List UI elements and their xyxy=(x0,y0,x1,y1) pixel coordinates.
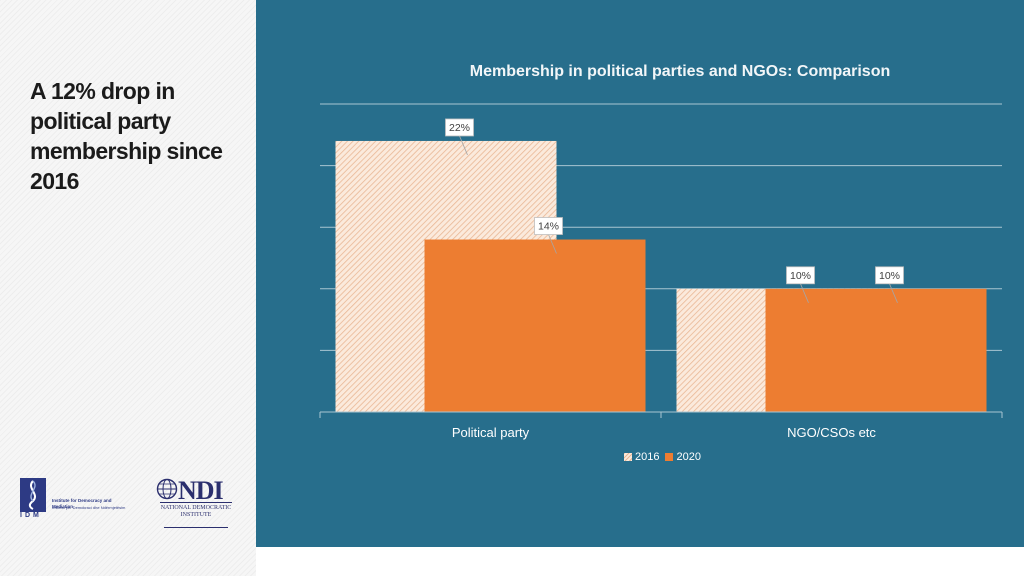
idm-logo-subname: Instituti për Demokraci dhe Ndërmjetësim xyxy=(52,505,126,510)
data-label-box xyxy=(786,266,815,285)
data-labels: 22% 14% 10% 10% xyxy=(445,118,904,303)
bar-chart: Political party NGO/CSOs etc 22% 14% 10% 10% xyxy=(319,103,1003,440)
legend-swatch-2020 xyxy=(665,453,674,461)
bar-2020 xyxy=(765,288,987,412)
legend-item-2020: 2020 xyxy=(665,451,701,463)
idm-logo-caption: IDM xyxy=(20,512,42,519)
x-axis: Political party NGO/CSOs etc xyxy=(319,411,1003,440)
chart-title: Membership in political parties and NGOs… xyxy=(469,63,891,80)
data-label-leader xyxy=(889,283,898,303)
data-label: 22% xyxy=(449,122,470,134)
data-label-leader xyxy=(459,135,468,156)
ndi-logo-full-name: NATIONAL DEMOCRATIC INSTITUTE xyxy=(160,505,232,518)
data-label: 10% xyxy=(790,270,811,282)
data-label-box xyxy=(875,266,904,285)
slide-headline: A 12% drop in political party membership… xyxy=(30,78,223,194)
chart-panel: Membership in political parties and NGOs… xyxy=(256,0,1024,547)
data-label-box xyxy=(534,217,563,235)
chart-legend: 2016 2020 xyxy=(624,451,701,463)
data-label-leader xyxy=(800,283,809,303)
data-label: 10% xyxy=(879,270,900,282)
data-label-box xyxy=(445,118,474,137)
x-tick-label: Political party xyxy=(452,425,530,440)
bars xyxy=(335,140,987,412)
idm-logo-name: Institute for Democracy and Mediation xyxy=(52,498,112,509)
data-label-leader xyxy=(548,234,557,254)
ndi-logo-mark: NDI xyxy=(178,476,224,505)
ndi-logo-rule-bottom xyxy=(164,527,228,528)
legend-label-2020: 2020 xyxy=(676,451,701,463)
ndi-logo-rule xyxy=(160,502,232,503)
globe-icon xyxy=(156,478,178,500)
legend-label-2016: 2016 xyxy=(635,451,660,463)
ndi-logo: NDI NATIONAL DEMOCRATIC INSTITUTE xyxy=(156,476,236,532)
left-panel: A 12% drop in political party membership… xyxy=(0,0,256,576)
legend-item-2016: 2016 xyxy=(624,451,659,463)
idm-logo-icon xyxy=(20,478,46,512)
data-label: 14% xyxy=(538,221,559,233)
legend-swatch-2016 xyxy=(624,453,632,461)
bar-2020 xyxy=(424,239,646,412)
idm-logo: IDM Institute for Democracy and Mediatio… xyxy=(20,478,130,524)
x-tick-label: NGO/CSOs etc xyxy=(787,425,876,440)
